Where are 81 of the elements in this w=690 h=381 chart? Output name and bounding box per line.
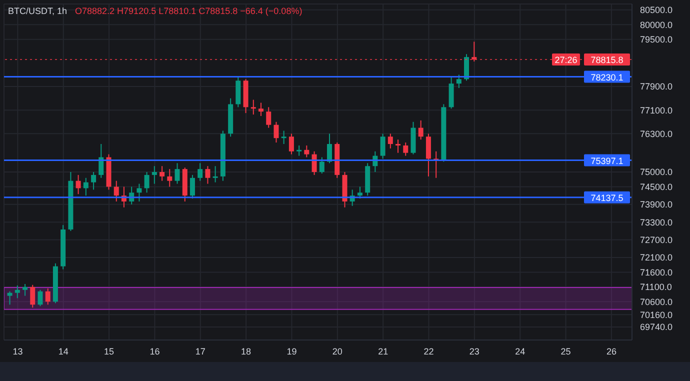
candlestick xyxy=(456,74,462,88)
candlestick xyxy=(45,288,50,306)
x-tick-label: 15 xyxy=(104,346,114,356)
y-tick-label: 77100.0 xyxy=(640,105,673,116)
x-tick-label: 19 xyxy=(286,346,297,356)
y-tick-label: 73900.0 xyxy=(640,200,673,210)
y-tick-label: 80500.0 xyxy=(640,5,673,16)
candlestick xyxy=(357,186,362,200)
y-tick-label: 72100.0 xyxy=(640,252,673,263)
candlestick xyxy=(319,156,324,174)
candlestick xyxy=(76,174,81,195)
x-tick-label: 20 xyxy=(332,346,342,356)
candlestick xyxy=(296,144,302,156)
candlestick xyxy=(418,120,424,140)
candlestick xyxy=(91,172,96,190)
x-tick-label: 13 xyxy=(12,346,23,356)
y-tick-label: 79500.0 xyxy=(640,34,673,45)
y-tick-label: 77900.0 xyxy=(640,82,673,92)
candlestick xyxy=(190,174,195,200)
candlestick xyxy=(326,133,332,164)
candlestick xyxy=(281,130,286,144)
candlestick xyxy=(144,172,150,194)
candlestick xyxy=(304,144,310,158)
candlestick xyxy=(380,133,386,160)
x-tick-label: 21 xyxy=(378,346,388,356)
x-tick-label: 26 xyxy=(606,346,616,356)
x-tick-label: 22 xyxy=(424,346,434,356)
chart-title: BTC/USDT, 1h xyxy=(8,6,68,16)
candlestick xyxy=(288,133,294,155)
y-tick-label: 74500.0 xyxy=(640,182,673,192)
x-tick-label: 14 xyxy=(58,346,68,356)
y-tick-label: 70160.0 xyxy=(640,310,673,320)
ref-line-label: 78815.8 xyxy=(590,55,624,66)
ref-line-label: 74137.5 xyxy=(590,192,624,203)
x-tick-label: 18 xyxy=(241,346,252,356)
candlestick xyxy=(198,162,203,182)
candlestick xyxy=(396,139,400,154)
candlestick xyxy=(250,99,256,116)
ref-line-label: 75397.1 xyxy=(590,156,624,166)
candlestick xyxy=(174,162,180,184)
x-tick-label: 17 xyxy=(195,346,206,356)
candlestick xyxy=(30,284,36,308)
candlestick xyxy=(464,54,470,82)
x-tick-label: 24 xyxy=(515,346,526,356)
candlestick xyxy=(212,166,218,183)
y-tick-label: 73300.0 xyxy=(640,217,673,228)
y-tick-label: 71600.0 xyxy=(640,267,673,278)
y-tick-label: 75000.0 xyxy=(640,167,673,178)
candlestick xyxy=(266,106,272,128)
candlestick xyxy=(448,76,454,110)
x-tick-label: 25 xyxy=(560,346,571,356)
candlestick xyxy=(426,133,431,177)
candlestick xyxy=(258,102,264,116)
y-tick-label: 71100.0 xyxy=(640,282,672,292)
ref-line-label: 78230.1 xyxy=(590,72,624,82)
candlestick xyxy=(160,166,165,182)
y-tick-label: 70600.0 xyxy=(640,296,673,307)
candlestick xyxy=(7,290,12,306)
chart-subtitle: O78882.2 H79120.5 L78810.1 C78815.8 −66.4 (−0.08%) xyxy=(75,6,302,16)
candlestick xyxy=(167,168,172,188)
x-tick-label: 23 xyxy=(469,346,480,356)
candlestick xyxy=(14,284,20,299)
candlestick xyxy=(136,183,142,202)
candlestick xyxy=(152,166,157,184)
candlestick xyxy=(38,289,43,307)
candlestick xyxy=(236,76,241,108)
candlestick xyxy=(83,177,88,196)
candlestick xyxy=(22,284,28,296)
candlestick xyxy=(403,142,408,156)
candlestick xyxy=(114,180,119,202)
x-tick-label: 16 xyxy=(150,346,160,356)
candlestick xyxy=(312,150,317,176)
candlestick xyxy=(205,166,210,184)
candlestick xyxy=(388,133,393,149)
annotation: 27:26 xyxy=(554,55,578,66)
y-tick-label: 72700.0 xyxy=(640,234,673,245)
y-tick-label: 69740.0 xyxy=(640,322,673,332)
candlestick xyxy=(274,121,279,144)
y-tick-label: 80000.0 xyxy=(640,20,673,30)
y-tick-label: 76300.0 xyxy=(640,128,673,139)
candlestick xyxy=(98,144,104,178)
